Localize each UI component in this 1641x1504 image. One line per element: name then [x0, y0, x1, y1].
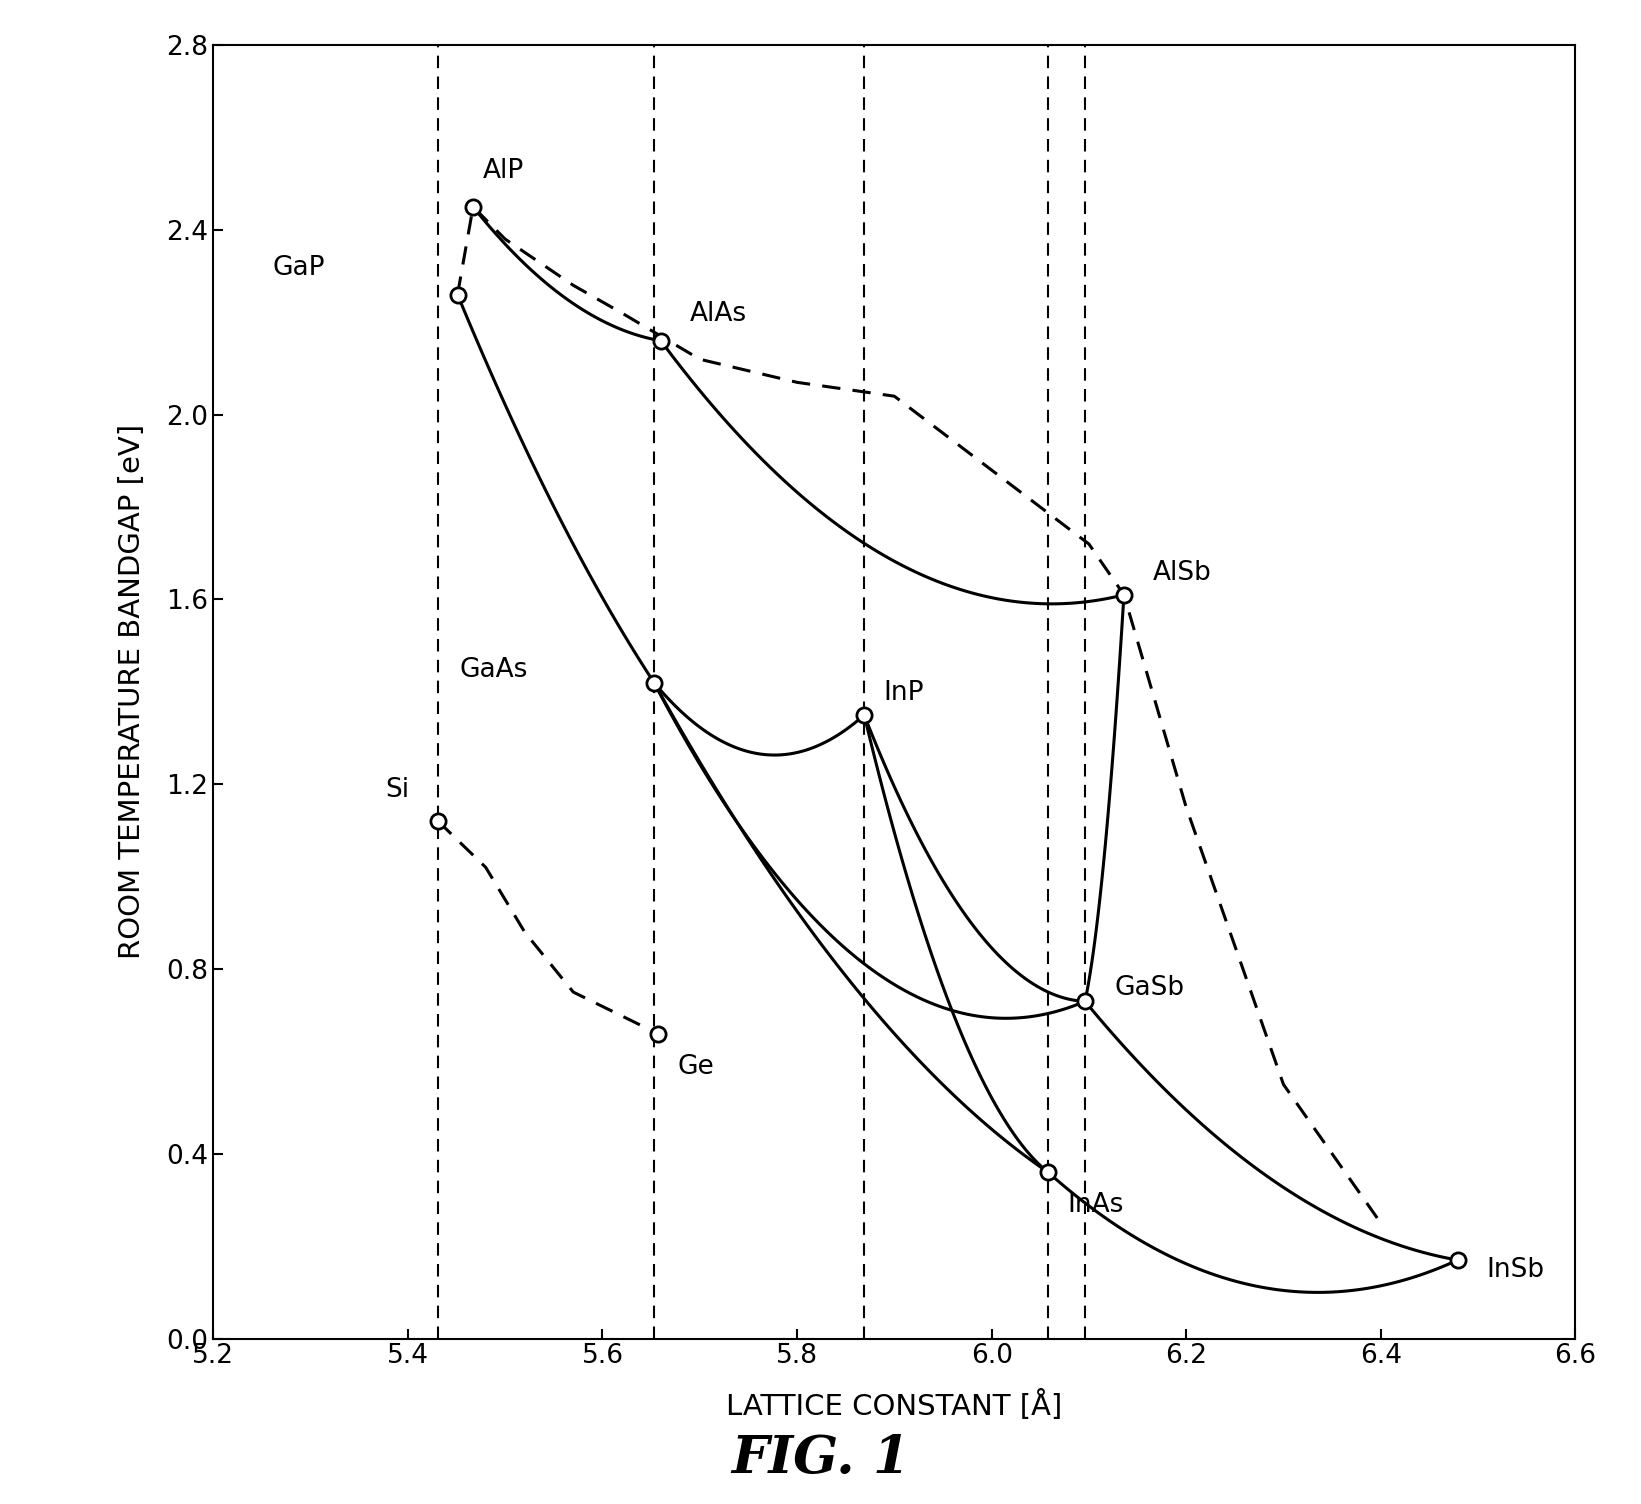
Text: AlSb: AlSb — [1154, 559, 1213, 585]
Text: AlAs: AlAs — [691, 301, 747, 326]
Point — [1072, 990, 1098, 1014]
Point — [1035, 1160, 1062, 1184]
Text: GaSb: GaSb — [1114, 975, 1185, 1002]
Point — [648, 329, 674, 353]
Point — [1444, 1248, 1470, 1272]
Text: InSb: InSb — [1487, 1257, 1544, 1283]
Text: Si: Si — [384, 776, 409, 803]
Point — [852, 702, 878, 726]
Point — [425, 809, 451, 833]
Text: Ge: Ge — [678, 1054, 714, 1080]
Text: InP: InP — [883, 680, 924, 705]
Text: GaAs: GaAs — [459, 657, 528, 683]
Point — [1111, 584, 1137, 608]
Point — [642, 671, 668, 695]
Point — [459, 194, 486, 218]
Point — [445, 283, 471, 307]
Point — [645, 1021, 671, 1045]
X-axis label: LATTICE CONSTANT [Å]: LATTICE CONSTANT [Å] — [727, 1390, 1062, 1421]
Text: AlP: AlP — [482, 158, 523, 183]
Text: GaP: GaP — [272, 254, 325, 281]
Text: FIG. 1: FIG. 1 — [732, 1433, 909, 1484]
Text: InAs: InAs — [1068, 1193, 1124, 1218]
Y-axis label: ROOM TEMPERATURE BANDGAP [eV]: ROOM TEMPERATURE BANDGAP [eV] — [118, 424, 146, 960]
